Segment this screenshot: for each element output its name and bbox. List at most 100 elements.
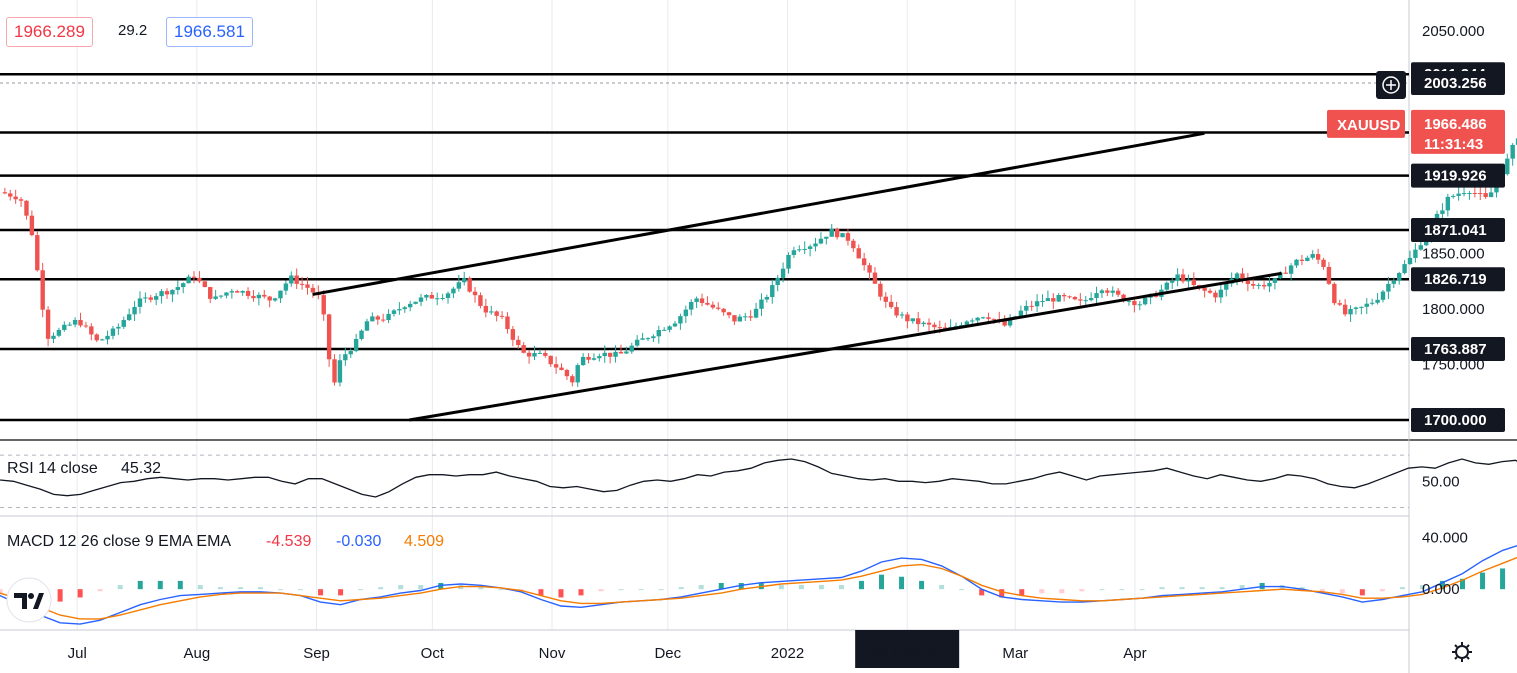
candle-body-56 (305, 284, 310, 288)
candle-body-19 (105, 335, 110, 340)
candle-body-251 (1359, 306, 1364, 308)
candle-body-25 (137, 298, 143, 307)
crosshair-add-button[interactable] (1376, 71, 1406, 99)
candle-body-180 (975, 317, 980, 321)
candle-body-139 (753, 308, 759, 318)
candle-body-244 (1321, 259, 1326, 267)
time-tick-2: Sep (303, 645, 330, 662)
candle-body-116 (629, 345, 634, 352)
macd-hist-bar-61 (1219, 587, 1225, 590)
trend-lines[interactable] (312, 131, 1282, 422)
candle-body-117 (634, 339, 640, 346)
horizontal-levels[interactable] (0, 72, 1409, 422)
macd-hist-bar-73 (1460, 578, 1466, 590)
candle-body-6 (35, 235, 40, 271)
candle-body-123 (667, 326, 672, 330)
candle-body-97 (526, 352, 532, 357)
candle-body-41 (224, 292, 229, 296)
candle-body-181 (980, 317, 986, 319)
level-tag-7 (1411, 71, 1505, 95)
candle-body-66 (359, 330, 364, 339)
level-tag-2 (1411, 163, 1505, 188)
bid-price-box[interactable]: 1966.289 (6, 17, 93, 47)
macd-hist-bar-60 (1199, 587, 1205, 590)
candle-body-188 (1018, 310, 1024, 317)
candle-body-161 (872, 272, 878, 284)
macd-hist-bar-13 (257, 587, 263, 590)
candle-body-195 (1056, 294, 1061, 302)
candle-body-226 (1224, 283, 1229, 290)
price-tick-1: 1850.000 (1422, 245, 1485, 262)
candle-body-60 (326, 314, 332, 360)
candle-body-84 (456, 282, 462, 289)
time-tick-4: Nov (539, 645, 566, 662)
candle-body-149 (807, 246, 813, 249)
macd-tick-1: 0.000 (1422, 581, 1460, 598)
candle-body-8 (45, 309, 51, 339)
candle-body-217 (1175, 274, 1180, 281)
candle-body-150 (813, 243, 818, 247)
current-price-tag (1411, 109, 1505, 154)
macd-hist-bar-57 (1139, 589, 1145, 591)
candle-body-134 (726, 312, 732, 316)
macd-hist-bar-17 (338, 589, 344, 596)
candle-body-176 (953, 325, 959, 327)
candle-body-43 (235, 291, 240, 293)
candle-body-57 (310, 287, 316, 293)
macd-hist-bar-47 (939, 585, 945, 590)
candle-body-191 (1034, 301, 1040, 307)
candle-body-64 (348, 351, 353, 355)
candle-body-168 (910, 318, 915, 322)
macd-hist-bar-33 (658, 589, 664, 591)
macd-hist-bar-28 (558, 589, 564, 598)
candle-body-163 (883, 296, 888, 302)
candle-body-62 (337, 360, 343, 383)
macd-hist-bar-74 (1480, 572, 1486, 590)
candle-body-138 (748, 316, 753, 318)
price-tick-2: 1800.000 (1422, 301, 1485, 318)
candle-body-135 (732, 315, 737, 322)
candle-body-241 (1305, 257, 1310, 261)
candle-body-109 (591, 358, 597, 360)
candle-body-112 (607, 352, 613, 357)
candle-body-173 (937, 327, 943, 329)
level-tag-4 (1411, 267, 1505, 292)
candle-body-202 (1094, 293, 1099, 299)
candle-body-271 (1467, 192, 1472, 194)
trend-line-1 (408, 271, 1282, 422)
candle-body-210 (1137, 304, 1142, 306)
candle-body-94 (510, 329, 516, 340)
candle-body-133 (721, 308, 726, 313)
settings-gear-icon[interactable] (1452, 642, 1472, 662)
candle-body-189 (1024, 305, 1029, 311)
candle-body-53 (289, 275, 294, 284)
candle-body-22 (121, 320, 126, 327)
candle-body-224 (1213, 292, 1218, 298)
macd-hist-bar-43 (858, 580, 864, 590)
macd-hist-bar-51 (1019, 589, 1025, 596)
macd-hist-bar-48 (959, 589, 965, 591)
candle-body-38 (208, 287, 213, 299)
macd-pane: 40.000 0.000 (0, 529, 1517, 625)
candle-body-124 (672, 323, 678, 327)
candle-body-146 (791, 250, 797, 255)
time-axis[interactable]: Jul Aug Sep Oct Nov Dec 2022 01 Feb '22 Mar Apr (68, 630, 1147, 668)
candle-body-273 (1478, 193, 1483, 195)
candle-body-128 (694, 298, 699, 302)
candle-body-240 (1299, 259, 1305, 261)
macd-hist-bar-66 (1319, 589, 1325, 592)
macd-hist-bar-34 (678, 587, 684, 590)
candle-body-106 (575, 365, 580, 383)
ask-price-box[interactable]: 1966.581 (166, 17, 253, 47)
candle-body-233 (1261, 284, 1267, 287)
candle-body-143 (775, 277, 780, 286)
candle-body-126 (683, 309, 689, 317)
candle-body-52 (283, 283, 289, 291)
trend-line-0 (312, 131, 1205, 296)
candle-body-14 (78, 319, 83, 326)
candle-body-44 (240, 290, 245, 293)
candle-body-32 (175, 287, 181, 290)
candle-body-130 (705, 302, 710, 305)
candle-body-96 (521, 345, 526, 353)
